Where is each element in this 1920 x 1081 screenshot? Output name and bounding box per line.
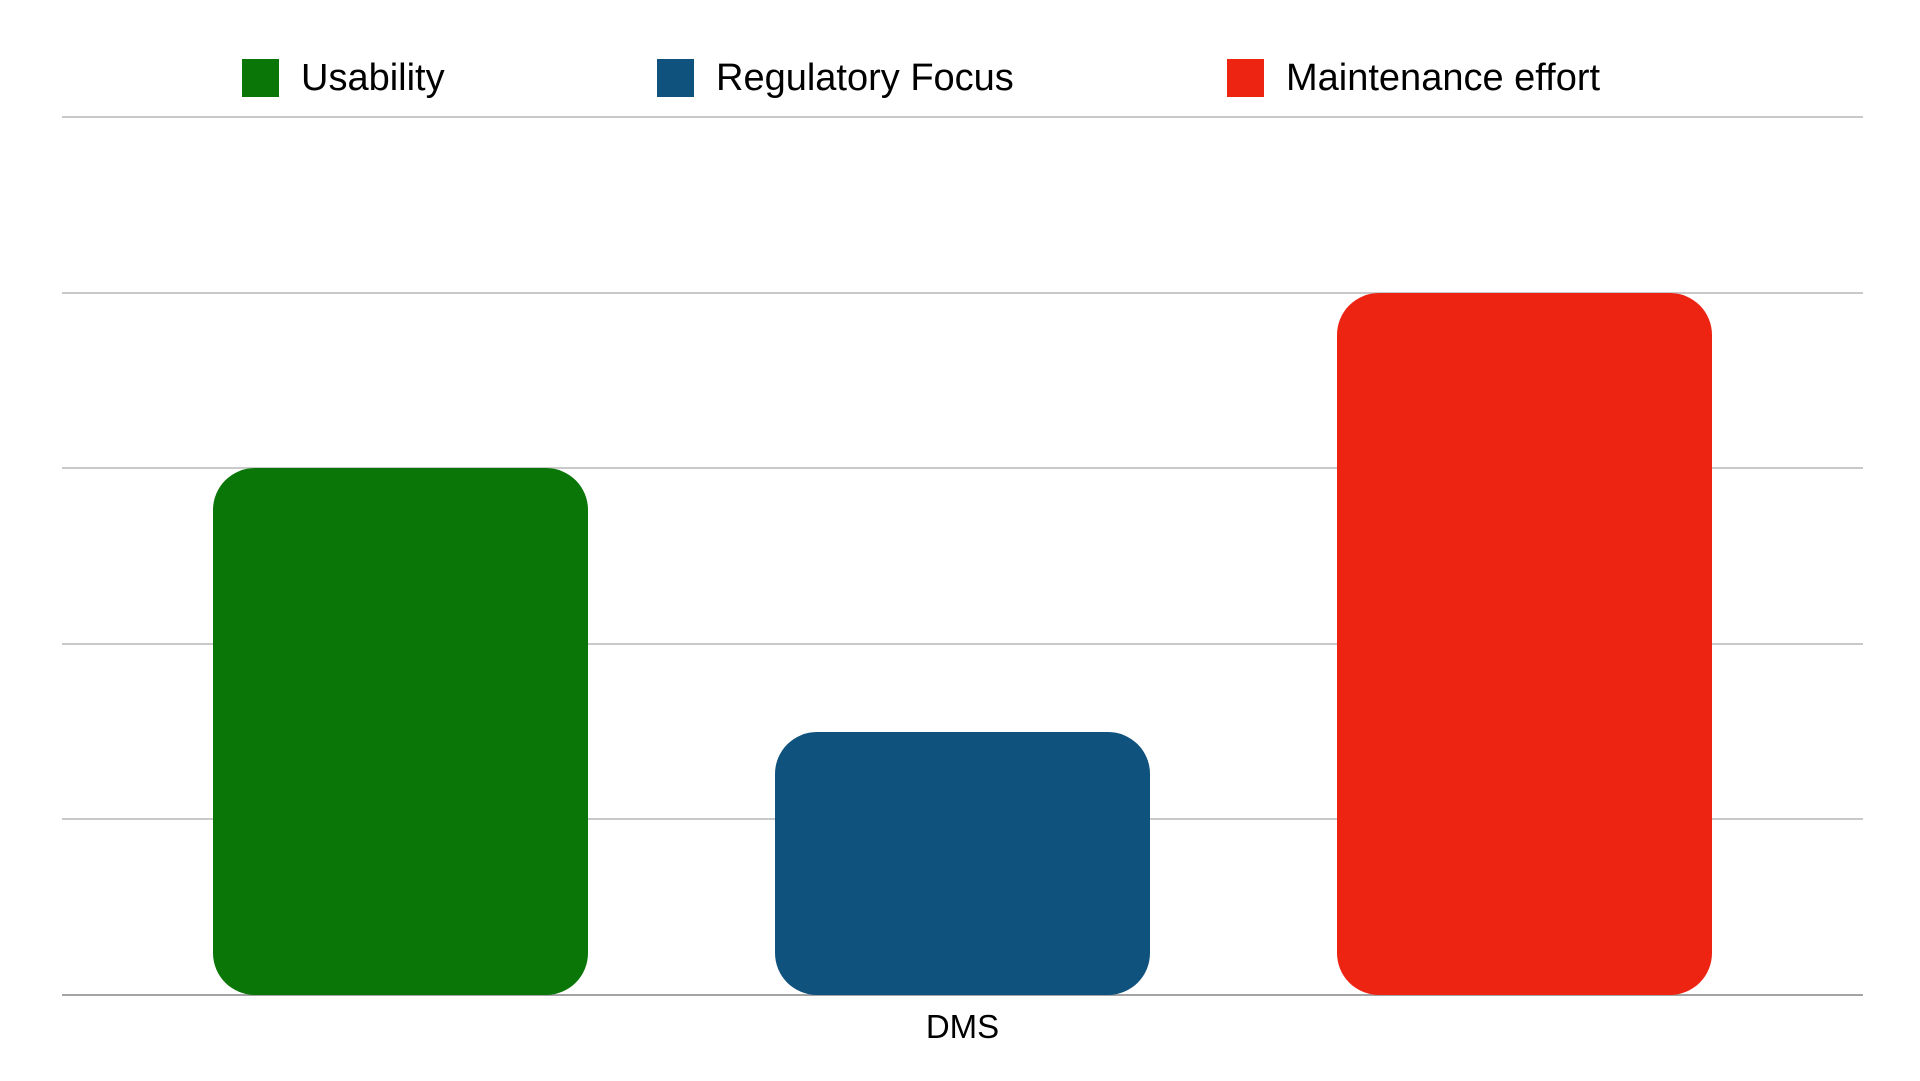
legend-swatch-maintenance-effort <box>1227 59 1264 97</box>
legend-label-maintenance-effort: Maintenance effort <box>1286 57 1601 99</box>
gridline <box>62 642 1863 645</box>
legend-item-maintenance-effort: Maintenance effort <box>1227 57 1600 99</box>
bar-regulatory-focus <box>775 731 1150 995</box>
bar-usability <box>213 468 588 995</box>
axis-baseline <box>62 994 1863 996</box>
legend-label-regulatory-focus: Regulatory Focus <box>716 57 1014 99</box>
gridline <box>62 467 1863 470</box>
gridline <box>62 291 1863 294</box>
plot-area <box>62 116 1863 996</box>
legend-swatch-usability <box>242 59 279 97</box>
legend-label-usability: Usability <box>301 57 445 99</box>
bar-maintenance-effort <box>1337 292 1712 995</box>
bars-group <box>62 117 1863 995</box>
gridline <box>62 116 1863 118</box>
legend-item-usability: Usability <box>242 57 445 99</box>
x-axis-category-label: DMS <box>925 1008 1000 1045</box>
legend-swatch-regulatory-focus <box>657 59 694 97</box>
legend-item-regulatory-focus: Regulatory Focus <box>657 57 1014 99</box>
